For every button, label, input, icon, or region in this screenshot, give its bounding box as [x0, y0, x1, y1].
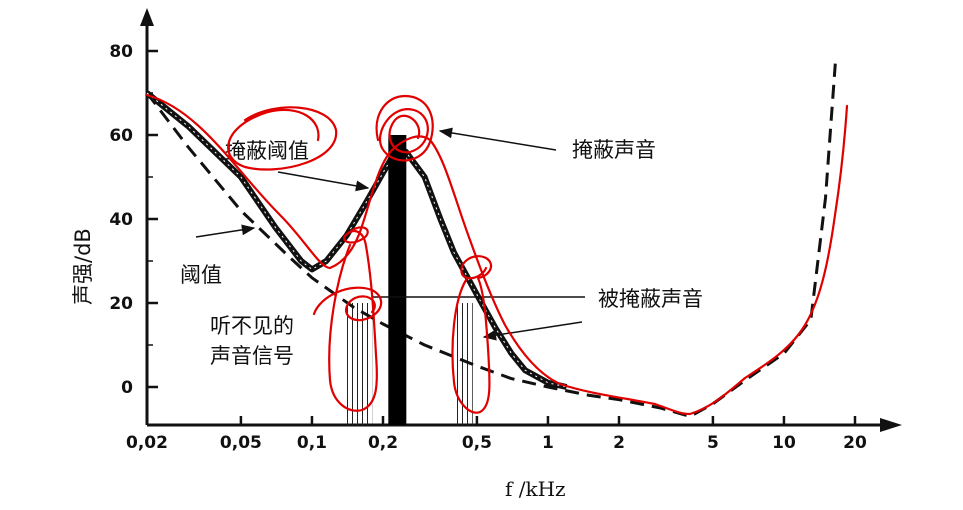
series-group — [145, 63, 837, 425]
masking-sound-bar — [388, 135, 407, 425]
x-tick-label: 10 — [772, 433, 796, 453]
masked-sound-region — [454, 303, 473, 425]
red-loop-masking-threshold — [227, 106, 338, 171]
red-loop-low-band — [328, 226, 378, 412]
x-tick-label: 20 — [843, 433, 867, 453]
red-loop-high-band — [451, 255, 493, 414]
x-tick-label: 5 — [707, 433, 719, 453]
x-axis-label: f /kHz — [505, 477, 566, 501]
y-tick-label: 0 — [121, 378, 133, 398]
y-tick-label: 60 — [109, 126, 133, 146]
x-ticks: 0,02 0,05 0,1 0,2 0,5 1 2 5 10 20 — [126, 416, 867, 453]
arrow-threshold — [195, 224, 256, 238]
label-masking-sound: 掩蔽声音 — [572, 138, 656, 162]
y-tick-label: 40 — [109, 210, 133, 230]
threshold-curve — [145, 63, 837, 418]
y-axis-arrow — [140, 8, 154, 26]
arrow-masked-sound-2 — [482, 321, 583, 341]
red-scribble-low-band — [312, 286, 383, 322]
x-tick-label: 0,1 — [297, 433, 327, 453]
label-masked-sound: 被掩蔽声音 — [598, 287, 703, 311]
red-markup — [145, 93, 849, 416]
label-threshold: 阈值 — [180, 263, 222, 287]
red-scribble-peak — [375, 94, 434, 162]
masked-sound-region — [346, 303, 373, 425]
y-ticks: 0 20 40 60 80 — [109, 42, 158, 398]
label-masking-threshold: 掩蔽阈值 — [225, 139, 309, 163]
x-tick-label: 0,5 — [462, 433, 492, 453]
arrow-masking-sound — [438, 127, 557, 151]
x-tick-label: 0,2 — [368, 433, 398, 453]
y-tick-label: 80 — [109, 42, 133, 62]
red-trace-curve — [145, 93, 849, 416]
label-inaudible-line2: 声音信号 — [210, 344, 294, 368]
y-tick-label: 20 — [109, 294, 133, 314]
x-tick-label: 1 — [542, 433, 554, 453]
x-tick-label: 0,05 — [220, 433, 262, 453]
arrow-masking-threshold — [277, 171, 370, 192]
x-tick-label: 2 — [613, 433, 625, 453]
label-inaudible-line1: 听不见的 — [210, 314, 294, 338]
masked-sound-regions — [346, 303, 473, 425]
x-tick-label: 0,02 — [126, 433, 168, 453]
y-axis-label: 声强/dB — [71, 228, 95, 305]
x-axis-arrow — [880, 418, 902, 432]
